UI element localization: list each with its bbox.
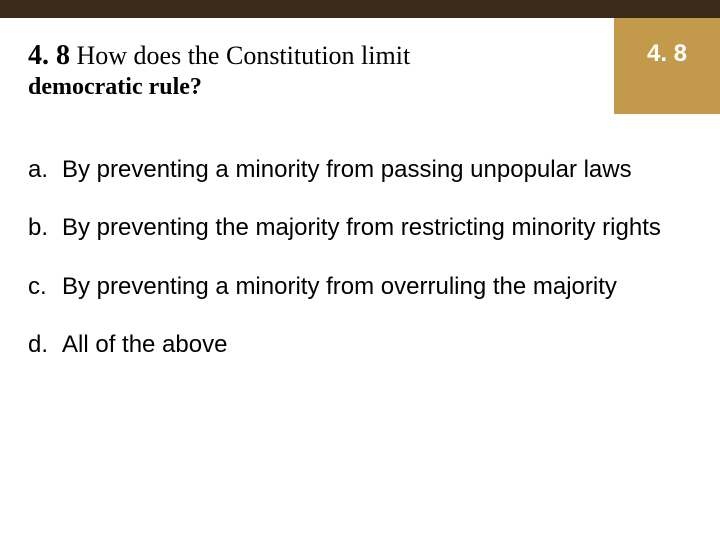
question-block: 4. 8 How does the Constitution limit dem… xyxy=(0,18,614,101)
answer-option[interactable]: a. By preventing a minority from passing… xyxy=(28,154,680,186)
answer-option[interactable]: d. All of the above xyxy=(28,329,680,361)
answer-letter: c. xyxy=(28,271,62,303)
answer-list: a. By preventing a minority from passing… xyxy=(0,114,720,362)
answer-letter: d. xyxy=(28,329,62,361)
question-text-line1: How does the Constitution limit xyxy=(70,41,410,70)
answer-letter: b. xyxy=(28,212,62,244)
question-number: 4. 8 xyxy=(28,40,70,71)
answer-text: By preventing a minority from overruling… xyxy=(62,271,680,303)
section-badge: 4. 8 xyxy=(614,18,720,114)
answer-text: All of the above xyxy=(62,329,680,361)
question-text-line2: democratic rule? xyxy=(28,74,614,101)
question-line1: 4. 8 How does the Constitution limit xyxy=(28,40,614,72)
answer-option[interactable]: c. By preventing a minority from overrul… xyxy=(28,271,680,303)
answer-text: By preventing a minority from passing un… xyxy=(62,154,680,186)
top-bar xyxy=(0,0,720,18)
answer-option[interactable]: b. By preventing the majority from restr… xyxy=(28,212,680,244)
answer-text: By preventing the majority from restrict… xyxy=(62,212,680,244)
header-row: 4. 8 How does the Constitution limit dem… xyxy=(0,18,720,114)
answer-letter: a. xyxy=(28,154,62,186)
